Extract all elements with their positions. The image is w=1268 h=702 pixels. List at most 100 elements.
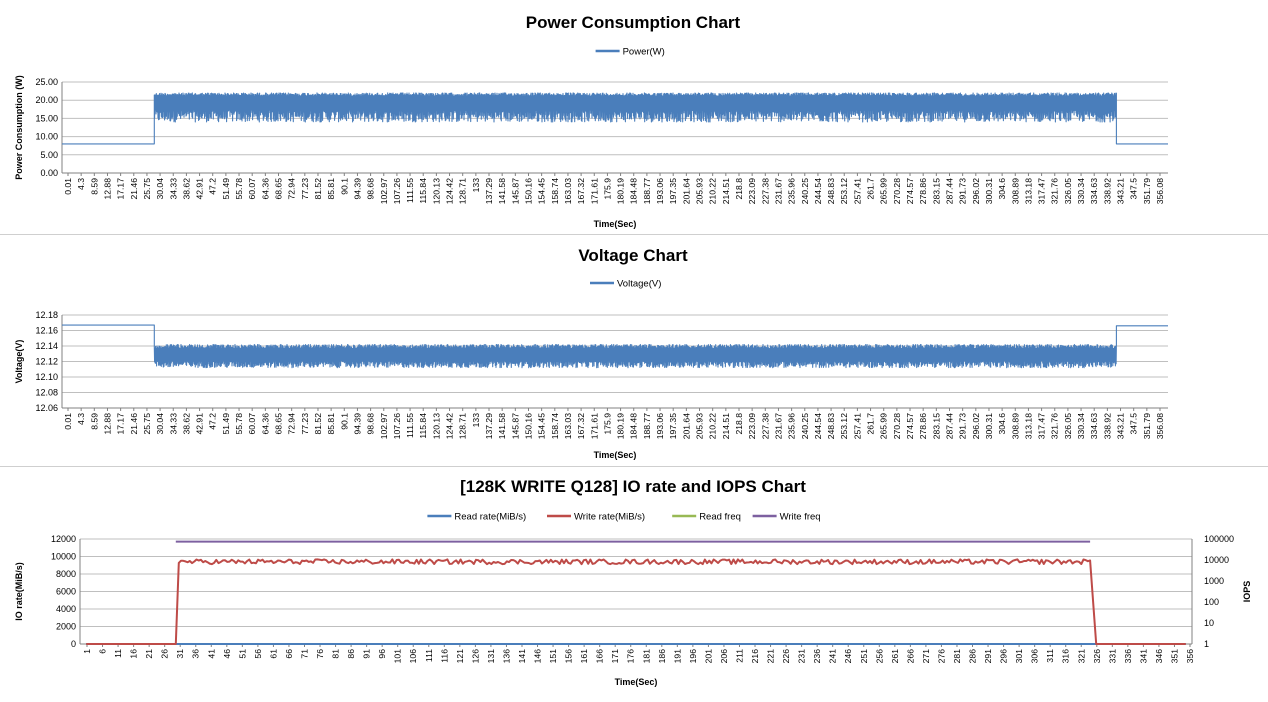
series-line (86, 558, 1186, 645)
series-write-rate-mib-s (86, 558, 1186, 645)
x-tick-label: 186 (657, 649, 667, 664)
x-tick-label: 145.87 (510, 413, 520, 440)
x-tick-label: 11 (113, 649, 123, 658)
power-consumption-chart: Power Consumption Chart Power(W) 0.00 5.00 1… (14, 13, 1168, 229)
x-tick-label: 47.2 (208, 413, 218, 430)
x-tick-label: 347.5 (1129, 178, 1139, 200)
x-tick-label: 253.12 (839, 413, 849, 440)
x-tick-label: 111 (424, 649, 434, 662)
x-tick-label: 6 (98, 649, 108, 654)
x-tick-label: 121 (455, 649, 465, 664)
x-tick-label: 351.79 (1142, 413, 1152, 440)
y-tick-label: 12.16 (35, 326, 58, 336)
x-tick-label: 304.6 (997, 413, 1007, 435)
y-right-tick-label: 1 (1204, 639, 1209, 649)
x-tick-label: 151 (548, 649, 558, 664)
x-tick-label: 253.12 (839, 178, 849, 205)
x-tick-label: 304.6 (997, 178, 1007, 200)
x-tick-label: 265.99 (879, 413, 889, 440)
x-tick-label: 85.81 (326, 413, 336, 435)
y-right-tick-label: 1000 (1204, 576, 1224, 586)
x-tick-label: 115.84 (418, 178, 428, 204)
x-tick-label: 261 (890, 649, 900, 664)
x-tick-label: 68.65 (274, 413, 284, 435)
x-tick-label: 180.19 (616, 178, 626, 205)
x-tick-label: 281 (952, 649, 962, 664)
x-tick-label: 286 (968, 649, 978, 664)
x-tick-label: 343.21 (1116, 178, 1126, 205)
x-tick-label: 71 (299, 649, 309, 659)
x-tick-label: 81 (331, 649, 341, 659)
x-tick-label: 201 (703, 649, 713, 664)
x-tick-label: 72.94 (287, 413, 297, 435)
x-tick-label: 64.36 (260, 178, 270, 200)
x-tick-label: 181 (641, 649, 651, 664)
x-tick-label: 240.25 (800, 178, 810, 205)
x-tick-label: 64.36 (260, 413, 270, 435)
x-tick-label: 321.76 (1050, 178, 1060, 205)
y-tick-label: 10.00 (35, 132, 58, 142)
x-tick-label: 12.88 (102, 413, 112, 435)
x-tick-label: 145.87 (510, 178, 520, 205)
x-tick-label: 55.78 (234, 413, 244, 435)
x-tick-label: 351.79 (1142, 178, 1152, 205)
x-tick-label: 66 (284, 649, 294, 659)
x-tick-label: 216 (750, 649, 760, 664)
x-tick-label: 102.97 (379, 178, 389, 205)
x-tick-label: 107.26 (392, 413, 402, 440)
x-tick-label: 188.77 (642, 413, 652, 440)
x-tick-label: 154.45 (537, 413, 547, 440)
x-tick-label: 8.59 (89, 413, 99, 430)
x-tick-label: 351 (1169, 649, 1179, 664)
x-tick-label: 300.31 (984, 178, 994, 205)
x-tick-label: 46 (222, 649, 232, 659)
x-tick-label: 308.89 (1010, 413, 1020, 440)
x-tick-label: 51.49 (221, 178, 231, 200)
x-tick-label: 214.51 (721, 413, 731, 440)
x-tick-label: 55.78 (234, 178, 244, 200)
x-tick-label: 274.57 (905, 413, 915, 440)
y-right-tick-label: 100000 (1204, 534, 1234, 544)
x-tick-label: 16 (129, 649, 139, 659)
x-tick-label: 197.35 (668, 178, 678, 205)
x-tick-label: 175.9 (602, 413, 612, 435)
legend-label: Read rate(MiB/s) (454, 512, 526, 523)
x-tick-label: 235.96 (787, 413, 797, 440)
x-tick-label: 223.09 (747, 178, 757, 205)
x-tick-label: 287.44 (944, 178, 954, 205)
x-tick-label: 0.01 (63, 413, 73, 430)
x-tick-label: 4.3 (76, 413, 86, 425)
x-tick-label: 296.02 (971, 413, 981, 440)
x-tick-label: 278.86 (918, 178, 928, 205)
x-tick-label: 347.5 (1129, 413, 1139, 435)
x-tick-label: 291.73 (958, 178, 968, 205)
x-tick-label: 167.32 (576, 178, 586, 205)
x-tick-label: 141 (517, 649, 527, 664)
chart-divider (0, 234, 1268, 235)
x-tick-label: 261.7 (866, 178, 876, 200)
x-tick-label: 191 (672, 649, 682, 664)
x-tick-label: 30.04 (155, 178, 165, 200)
x-tick-label: 231.67 (773, 413, 783, 440)
x-tick-label: 107.26 (392, 178, 402, 205)
x-tick-label: 287.44 (944, 413, 954, 440)
x-tick-label: 331 (1107, 649, 1117, 664)
x-tick-label: 124.42 (445, 178, 455, 205)
y-axis-title: Voltage(V) (14, 340, 24, 384)
x-tick-label: 120.13 (431, 413, 441, 440)
x-tick-label: 270.28 (892, 178, 902, 205)
x-tick-label: 106 (408, 649, 418, 664)
x-tick-label: 184.48 (629, 178, 639, 205)
x-tick-label: 330.34 (1076, 178, 1086, 205)
x-tick-label: 38.62 (181, 413, 191, 435)
x-tick-label: 96 (377, 649, 387, 659)
x-tick-label: 171.61 (589, 178, 599, 205)
y-tick-label: 25.00 (35, 77, 58, 87)
y-tick-label: 12.08 (35, 388, 58, 398)
x-tick-label: 4.3 (76, 178, 86, 190)
x-tick-label: 34.33 (168, 178, 178, 200)
chart-title: [128K WRITE Q128] IO rate and IOPS Chart (460, 477, 806, 496)
x-tick-label: 150.16 (523, 178, 533, 205)
x-tick-label: 60.07 (247, 178, 257, 200)
x-tick-label: 321 (1076, 649, 1086, 664)
